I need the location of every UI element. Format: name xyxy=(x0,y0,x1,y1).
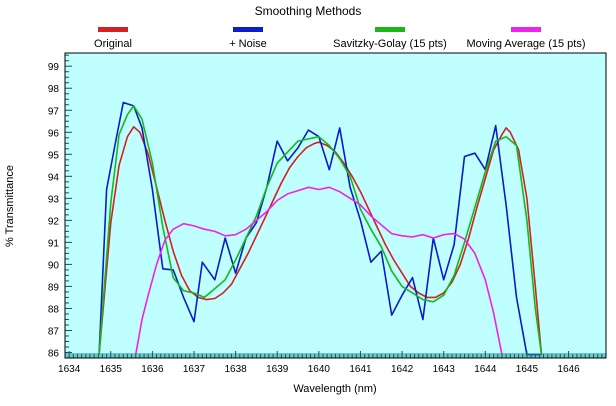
x-tick-label: 1645 xyxy=(516,364,539,375)
legend-label-3: Savitzky-Golay (15 pts) xyxy=(333,38,447,50)
x-tick-label: 1638 xyxy=(224,364,247,375)
y-tick-label: 96 xyxy=(48,128,60,139)
series-line-4 xyxy=(134,186,503,355)
y-tick-label: 99 xyxy=(48,62,60,73)
x-tick-label: 1642 xyxy=(391,364,414,375)
legend-label-4: Moving Average (15 pts) xyxy=(466,38,585,50)
legend-swatch-2 xyxy=(233,27,263,32)
legend: Original + Noise Savitzky-Golay (15 pts) Mo… xyxy=(94,27,586,50)
series-line-1 xyxy=(98,126,543,355)
axes-layer: 1634 1635 1636 1637 1638 1639 1640 1641 1642 1643… xyxy=(48,52,607,375)
y-tick-label: 94 xyxy=(48,172,60,183)
x-tick-label: 1643 xyxy=(433,364,456,375)
series-line-3 xyxy=(98,105,543,355)
x-tick-label: 1639 xyxy=(266,364,289,375)
x-tick-label: 1636 xyxy=(141,364,164,375)
y-tick-label: 87 xyxy=(48,326,60,337)
y-axis-label: % Transmittance xyxy=(4,165,16,247)
x-tick-label: 1646 xyxy=(557,364,580,375)
y-tick-label: 93 xyxy=(48,194,60,205)
x-tick-label: 1637 xyxy=(183,364,206,375)
y-tick-label: 97 xyxy=(48,106,60,117)
legend-label-1: Original xyxy=(94,38,132,50)
x-tick-label: 1641 xyxy=(349,364,372,375)
y-tick-label: 89 xyxy=(48,282,60,293)
y-tick-label: 92 xyxy=(48,216,60,227)
y-tick-label: 86 xyxy=(48,348,60,359)
x-tick-label: 1635 xyxy=(100,364,123,375)
plot-frame xyxy=(64,52,607,359)
chart-title: Smoothing Methods xyxy=(255,4,362,18)
y-tick-label: 95 xyxy=(48,150,60,161)
legend-swatch-4 xyxy=(511,27,541,32)
legend-label-2: + Noise xyxy=(229,38,267,50)
x-axis-label: Wavelength (nm) xyxy=(293,383,376,395)
x-tick-label: 1640 xyxy=(308,364,331,375)
series-layer xyxy=(98,101,543,356)
legend-swatch-1 xyxy=(98,27,128,32)
y-tick-label: 88 xyxy=(48,304,60,315)
y-tick-label: 91 xyxy=(48,238,60,249)
x-tick-label: 1644 xyxy=(474,364,497,375)
x-tick-label: 1634 xyxy=(58,364,81,375)
y-tick-label: 90 xyxy=(48,260,60,271)
y-tick-label: 98 xyxy=(48,84,60,95)
legend-swatch-3 xyxy=(375,27,405,32)
